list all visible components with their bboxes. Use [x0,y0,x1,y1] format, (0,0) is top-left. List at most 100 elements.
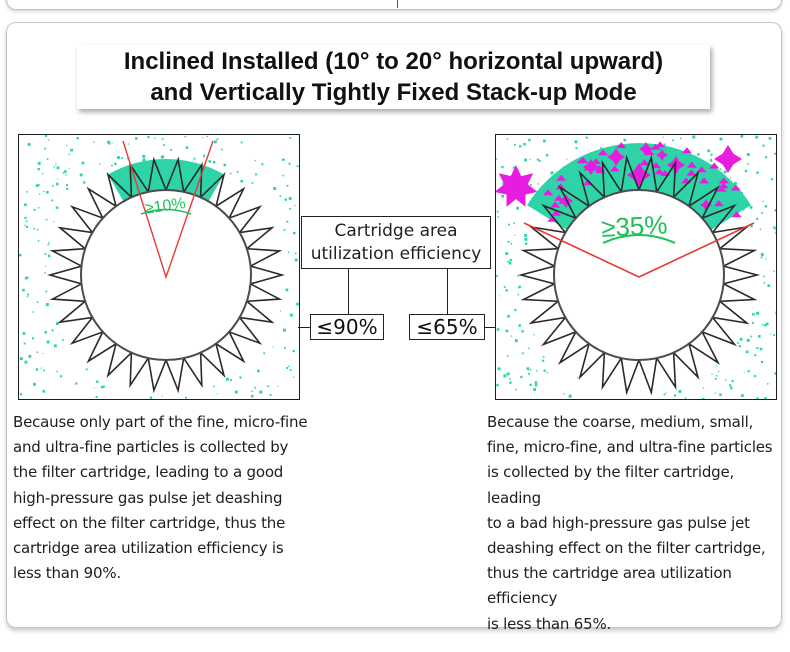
dust-particle [43,190,45,192]
dust-particle [294,258,298,262]
connector-right-vertical [447,268,448,314]
dust-particle [716,365,718,367]
dust-particle [236,170,239,173]
dust-particle [240,141,243,144]
dust-particle [743,371,745,373]
dust-particle [48,139,50,141]
left-angle-arc [140,208,192,215]
right-efficiency-value: ≤65% [409,314,485,340]
dust-particle [257,369,260,373]
dust-particle [62,339,64,341]
dust-particle [283,346,286,349]
dust-particle [533,334,535,336]
dust-particle [269,394,272,396]
dust-particle [563,393,565,395]
connector-right-horizontal [484,327,496,328]
right-description-line: thus the cartridge area utilization effi… [487,564,732,608]
title-line-2: and Vertically Tightly Fixed Stack-up Mo… [150,79,637,106]
dust-particle [521,330,524,333]
dust-particle [55,322,59,326]
dust-particle [286,184,289,187]
dust-particle [574,140,578,144]
left-efficiency-value: ≤90% [310,314,384,340]
dust-particle [24,203,27,207]
dust-particle [56,370,58,373]
dust-particle [28,354,32,358]
coarse-particle [700,199,712,211]
dust-particle [44,272,46,274]
dust-particle [512,166,515,169]
dust-particle [767,383,769,385]
dust-particle [68,153,70,155]
dust-particle [38,193,41,195]
dust-particle [514,308,516,311]
dust-particle [522,352,524,354]
dust-particle [586,136,588,139]
dust-particle [529,159,531,161]
dust-particle [507,240,510,243]
dust-particle [99,163,101,165]
dust-particle [518,324,521,327]
dust-particle [221,148,223,151]
dust-particle [56,166,60,170]
dust-particle [286,367,288,369]
fine-particle [643,148,654,155]
dust-particle [678,390,682,393]
dust-particle [538,159,541,162]
dust-particle [718,370,720,373]
fine-particle [553,194,564,201]
dust-particle [76,136,79,140]
dust-particle [520,375,523,379]
dust-particle [261,163,264,166]
dust-particle [288,365,290,368]
dust-particle [66,187,69,190]
dust-particle [714,392,716,394]
dust-particle [216,393,218,395]
right-description-line: fine, micro-fine, and ultra-fine particl… [487,438,773,457]
dust-particle [774,209,776,212]
dust-particle [672,139,674,142]
dust-particle [251,182,254,184]
dust-particle [762,144,765,147]
dust-particle [23,342,26,345]
dust-particle [121,157,123,160]
left-description-line: the filter cartridge, leading to a good [13,463,284,482]
dust-particle [496,158,498,160]
dust-particle [739,337,743,341]
dust-particle [259,390,263,394]
dust-particle [501,165,504,169]
dust-particle [26,191,28,193]
right-description-line: is collected by the filter cartridge, le… [487,463,735,507]
right-description-line: deashing effect on the filter cartridge, [487,539,766,558]
right-cartridge-core [553,189,725,361]
fine-particle [718,182,729,189]
dust-particle [289,137,292,139]
dust-particle [154,137,156,139]
dust-particle [752,321,754,324]
dust-particle [24,360,28,364]
dust-particle [213,385,215,388]
dust-particle [508,261,512,265]
dust-particle [226,377,229,381]
right-description-line: to a bad high-pressure gas pulse jet [487,513,750,532]
dust-particle [216,138,218,141]
dust-particle [292,350,295,353]
dust-particle [83,181,86,184]
content-frame [6,22,782,628]
dust-particle [52,185,54,187]
dust-particle [267,385,270,388]
fine-particle [616,142,627,149]
dust-particle [27,293,30,296]
dust-particle [745,350,749,354]
dust-particle [501,194,505,198]
left-description: Because only part of the fine, micro-fin… [13,410,313,586]
dust-particle [746,338,750,342]
dust-particle [529,368,532,371]
dust-particle [759,228,762,230]
dust-particle [711,373,713,375]
dust-particle [697,153,700,156]
dust-particle [214,140,217,144]
dust-particle [543,139,546,143]
dust-particle [117,156,120,159]
dust-particle [761,212,763,214]
